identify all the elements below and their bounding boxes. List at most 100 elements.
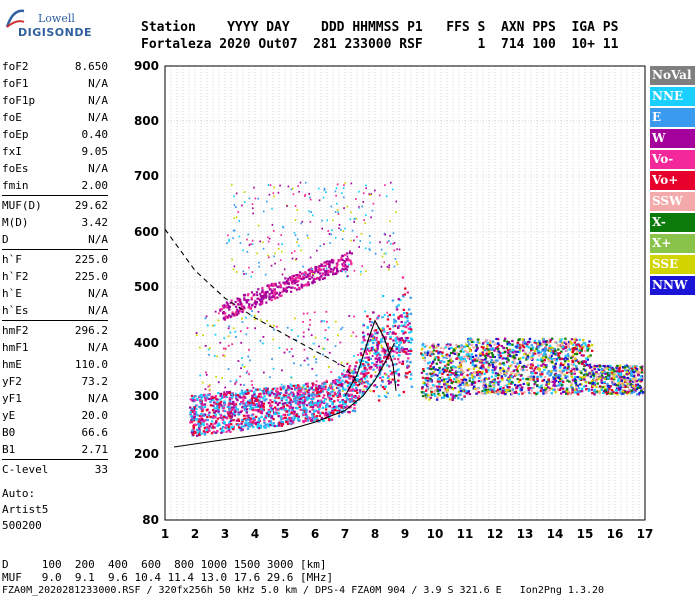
echo-point (425, 344, 428, 347)
echo-point (215, 402, 218, 405)
echo-point (566, 391, 570, 394)
echo-point (427, 373, 431, 376)
echo-point (244, 406, 247, 409)
echo-point (342, 388, 345, 391)
echo-point (619, 386, 622, 389)
echo-point (488, 382, 492, 385)
echo-point (481, 370, 484, 373)
echo-point (280, 383, 283, 386)
echo-point (317, 187, 320, 190)
echo-point (222, 406, 226, 409)
echo-point (495, 381, 498, 384)
echo-point (361, 265, 364, 267)
echo-point (308, 386, 311, 390)
echo-point (251, 413, 255, 416)
echo-point (358, 205, 360, 208)
echo-point (271, 358, 273, 360)
echo-point (339, 341, 342, 344)
echo-point (276, 407, 280, 410)
echo-point (368, 248, 371, 251)
echo-point (512, 391, 515, 395)
echo-point (297, 415, 301, 418)
echo-point (467, 391, 470, 394)
echo-point (233, 229, 236, 232)
echo-point (259, 339, 262, 342)
echo-point (313, 280, 316, 284)
echo-point (253, 392, 256, 395)
echo-point (198, 418, 201, 421)
echo-point (247, 293, 250, 296)
echo-point (273, 399, 276, 402)
echo-point (533, 341, 536, 344)
echo-point (590, 371, 593, 374)
echo-point (226, 405, 229, 408)
echo-point (379, 358, 382, 361)
echo-point (564, 375, 567, 378)
echo-point (533, 349, 537, 353)
echo-point (397, 345, 400, 349)
echo-point (341, 238, 344, 240)
echo-point (245, 316, 247, 319)
echo-point (555, 358, 559, 361)
echo-point (231, 396, 234, 399)
echo-point (281, 423, 285, 426)
echo-point (398, 248, 401, 251)
echo-point (593, 393, 596, 396)
echo-point (446, 389, 449, 392)
echo-point (373, 384, 377, 387)
echo-point (302, 413, 305, 416)
echo-point (201, 418, 205, 422)
echo-point (242, 396, 245, 399)
echo-point (548, 354, 551, 357)
echo-point (543, 375, 547, 379)
echo-point (307, 394, 310, 397)
echo-point (253, 422, 256, 425)
echo-point (640, 378, 644, 381)
echo-point (630, 391, 633, 395)
echo-point (298, 286, 301, 289)
echo-point (320, 416, 324, 419)
echo-point (483, 354, 487, 358)
echo-point (429, 354, 432, 357)
echo-point (370, 347, 374, 350)
echo-point (641, 387, 645, 390)
echo-point (344, 403, 347, 406)
echo-point (578, 383, 582, 386)
echo-point (596, 382, 599, 385)
echo-point (383, 261, 386, 264)
echo-point (497, 353, 501, 356)
echo-point (422, 343, 425, 346)
echo-point (432, 360, 435, 363)
echo-point (481, 367, 484, 370)
echo-point (638, 371, 641, 374)
echo-point (233, 414, 237, 417)
echo-point (290, 286, 293, 289)
echo-point (321, 382, 324, 385)
echo-point (555, 353, 558, 356)
echo-point (538, 369, 541, 372)
echo-point (272, 422, 275, 425)
echo-point (469, 337, 473, 340)
echo-point (388, 266, 390, 269)
param-key: h`E (2, 287, 22, 300)
echo-point (521, 344, 525, 347)
echo-point (477, 358, 481, 362)
echo-point (521, 356, 525, 359)
echo-point (438, 394, 441, 397)
echo-point (346, 252, 349, 255)
echo-point (459, 387, 462, 390)
echo-point (454, 372, 458, 375)
echo-point (267, 240, 270, 243)
param-row: hmF2 296.2 (2, 322, 108, 339)
echo-point (380, 340, 383, 343)
echo-point (561, 370, 565, 373)
echo-point (404, 287, 407, 290)
echo-point (384, 360, 387, 364)
echo-point (193, 423, 196, 426)
echo-point (222, 312, 225, 315)
echo-point (369, 375, 373, 379)
echo-point (353, 269, 356, 272)
echo-point (485, 391, 488, 394)
echo-point (468, 392, 472, 396)
echo-point (204, 317, 207, 320)
